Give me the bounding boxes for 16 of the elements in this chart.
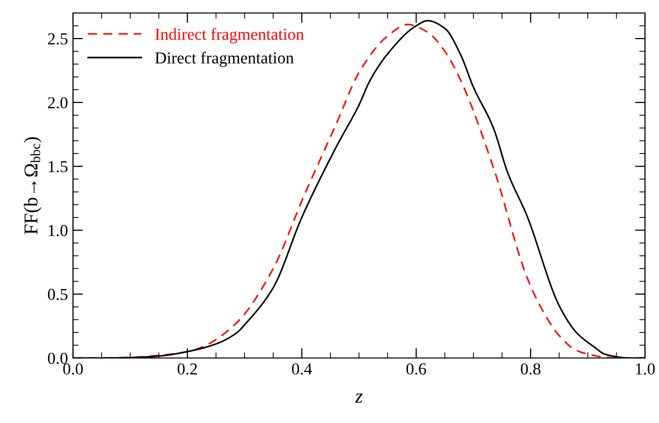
legend-label: Indirect fragmentation — [155, 28, 304, 44]
y-tick-label: 1.0 — [48, 224, 68, 236]
y-tick-label: 2.5 — [48, 33, 68, 45]
x-tick-label: 0.6 — [406, 363, 426, 375]
x-tick-label: 0.2 — [178, 363, 197, 375]
x-tick-label: 0.0 — [63, 363, 83, 375]
y-tick-label: 2.0 — [48, 97, 68, 108]
x-tick-label: 1.0 — [636, 363, 655, 375]
y-tick-label: 0.5 — [48, 288, 68, 300]
x-tick-label: 0.8 — [520, 363, 540, 375]
x-axis-title: z — [354, 394, 363, 403]
x-tick-label: 0.4 — [292, 363, 312, 375]
y-tick-label: 1.5 — [48, 161, 68, 172]
y-axis-title: FF(b→Ω$_{bbc}$) — [24, 137, 42, 234]
y-tick-label: 0.0 — [48, 352, 68, 364]
legend-label: Direct fragmentation — [155, 52, 294, 67]
